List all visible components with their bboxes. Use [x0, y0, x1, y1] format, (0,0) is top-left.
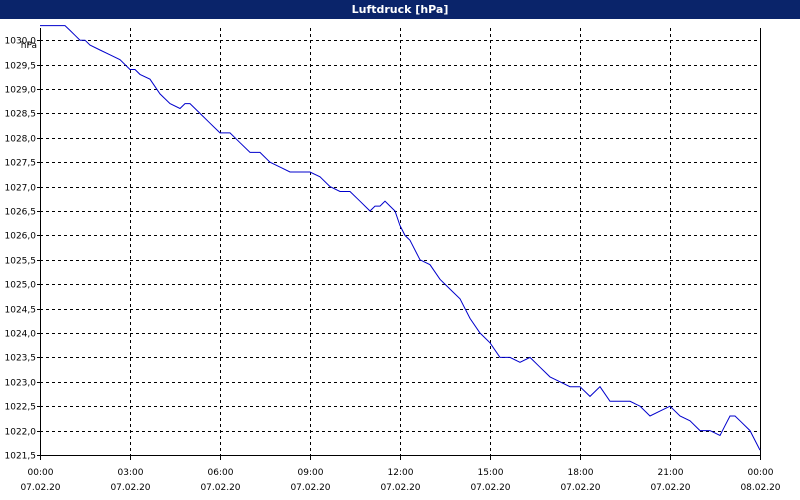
x-tick-date-label: 07.02.20	[200, 483, 240, 493]
x-tick-time-label: 00:00	[748, 468, 774, 478]
x-tick-time-label: 06:00	[208, 468, 234, 478]
x-tick-time-label: 15:00	[478, 468, 504, 478]
x-tick-date-label: 07.02.20	[560, 483, 600, 493]
y-tick-label: 1024,5	[5, 306, 37, 316]
y-tick-label: 1025,0	[5, 281, 37, 291]
y-tick-label: 1028,0	[5, 135, 37, 145]
x-tick-time-label: 03:00	[118, 468, 144, 478]
y-tick-label: 1024,0	[5, 330, 37, 340]
x-tick-date-label: 07.02.20	[20, 483, 60, 493]
chart-title: Luftdruck [hPa]	[0, 0, 800, 19]
y-tick-label: 1027,0	[5, 184, 37, 194]
line-chart: 1030,0 1029,5 1029,0 1028,5 1028,0 1027,5 1027…	[5, 25, 781, 494]
y-tick-label: 1023,0	[5, 379, 37, 389]
x-tick-date-label: 07.02.20	[290, 483, 330, 493]
x-tick-time-label: 18:00	[568, 468, 594, 478]
axes	[37, 28, 761, 460]
y-tick-label: 1022,0	[5, 428, 37, 438]
y-tick-label: 1030,0	[5, 37, 37, 47]
x-tick-date-label: 08.02.20	[740, 483, 780, 493]
y-tick-label: 1026,5	[5, 208, 37, 218]
y-tick-label: 1029,0	[5, 86, 37, 96]
x-tick-date-label: 07.02.20	[110, 483, 150, 493]
x-tick-time-label: 21:00	[658, 468, 684, 478]
y-tick-label: 1023,5	[5, 354, 37, 364]
y-tick-label: 1025,5	[5, 257, 37, 267]
pressure-line	[40, 25, 761, 451]
x-tick-date-label: 07.02.20	[650, 483, 690, 493]
x-tick-date-label: 07.02.20	[470, 483, 510, 493]
chart-area: 1030,0 1029,5 1029,0 1028,5 1028,0 1027,5 1027…	[0, 19, 800, 500]
y-tick-label: 1026,0	[5, 232, 37, 242]
y-unit-label: hPa	[21, 41, 37, 51]
x-tick-time-label: 09:00	[298, 468, 324, 478]
x-tick-date-label: 07.02.20	[380, 483, 420, 493]
series	[40, 25, 761, 451]
x-tick-time-label: 12:00	[388, 468, 414, 478]
grid	[40, 28, 760, 456]
y-tick-label: 1028,5	[5, 110, 37, 120]
y-tick-label: 1022,5	[5, 403, 37, 413]
y-tick-label: 1027,5	[5, 159, 37, 169]
y-tick-label: 1021,5	[5, 452, 37, 462]
tick-labels: 1030,0 1029,5 1029,0 1028,5 1028,0 1027,5 1027…	[5, 37, 781, 494]
y-tick-label: 1029,5	[5, 62, 37, 72]
x-tick-time-label: 00:00	[28, 468, 54, 478]
